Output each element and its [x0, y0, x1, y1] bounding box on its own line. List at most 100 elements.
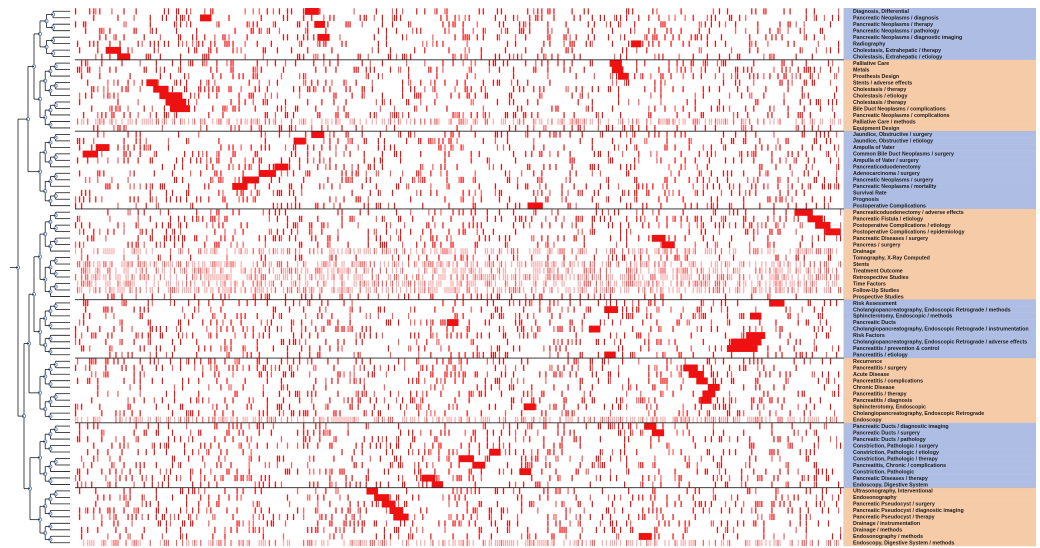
heatmap-cell	[527, 312, 529, 320]
heatmap-cell	[381, 118, 384, 125]
heatmap-cell	[745, 280, 747, 287]
heatmap-cell	[450, 144, 452, 151]
heatmap-cell	[619, 274, 622, 281]
heatmap-cell	[286, 287, 289, 294]
heatmap-cell	[803, 189, 805, 196]
heatmap-cell	[553, 274, 555, 281]
heatmap-cell	[383, 137, 386, 145]
heatmap-cell	[367, 248, 369, 255]
heatmap-cell	[125, 86, 127, 93]
heatmap-cell	[539, 150, 541, 158]
heatmap-cell	[177, 287, 180, 294]
heatmap-cell	[464, 118, 466, 125]
heatmap-cell	[761, 274, 763, 281]
heatmap-cell	[240, 118, 242, 125]
heatmap-cell	[280, 267, 283, 274]
heatmap-cell	[817, 267, 819, 274]
heatmap-cell	[462, 189, 464, 196]
heatmap-cell	[133, 27, 135, 34]
heatmap-cell	[684, 131, 686, 138]
heatmap-cell	[256, 261, 258, 268]
heatmap-cell	[694, 248, 696, 255]
heatmap-cell	[202, 118, 204, 125]
heatmap-cell	[246, 248, 248, 255]
heatmap-cell	[525, 21, 527, 28]
heatmap-cell	[593, 150, 595, 158]
heatmap-cell	[331, 118, 333, 125]
heatmap-cell	[228, 287, 230, 294]
heatmap-cell	[410, 332, 412, 339]
heatmap-cell	[617, 92, 620, 99]
heatmap-cell	[109, 248, 111, 255]
heatmap-cell	[200, 274, 202, 281]
heatmap-cell	[609, 261, 612, 268]
heatmap-hotspot	[242, 176, 260, 184]
heatmap-cell	[123, 8, 125, 15]
heatmap-cell	[593, 293, 595, 300]
heatmap-cell	[712, 8, 715, 15]
heatmap-cell	[303, 73, 305, 80]
heatmap-cell	[420, 27, 422, 34]
heatmap-cell	[442, 299, 444, 307]
heatmap-cell	[684, 118, 686, 125]
heatmap-cell	[416, 27, 418, 34]
heatmap-cell	[149, 144, 151, 151]
heatmap-cell	[769, 196, 771, 203]
heatmap-cell	[640, 267, 642, 274]
heatmap-cell	[186, 287, 188, 294]
heatmap-cell	[825, 319, 828, 326]
heatmap-cell	[428, 222, 430, 229]
heatmap-cell	[301, 325, 303, 333]
heatmap-hotspot	[317, 33, 330, 41]
heatmap-cell	[605, 248, 608, 255]
heatmap-cell	[829, 196, 832, 203]
heatmap-cell	[815, 99, 817, 106]
heatmap-cell	[226, 274, 228, 281]
heatmap-cell	[85, 21, 87, 28]
heatmap-cell	[662, 248, 664, 255]
heatmap-cell	[605, 287, 608, 294]
heatmap-cell	[252, 293, 254, 300]
heatmap-cell	[787, 137, 789, 145]
heatmap-cell	[359, 280, 361, 287]
heatmap-cell	[694, 280, 696, 287]
heatmap-cell	[389, 319, 392, 326]
heatmap-cell	[680, 27, 682, 34]
heatmap-cell	[785, 73, 787, 80]
heatmap-cell	[442, 40, 444, 47]
heatmap-cell	[464, 79, 466, 86]
heatmap-cell	[662, 274, 664, 281]
heatmap-cell	[674, 215, 676, 222]
heatmap-cell	[325, 338, 327, 346]
heatmap-cell	[835, 235, 838, 242]
heatmap-cell	[153, 261, 155, 268]
heatmap-cell	[537, 325, 539, 333]
heatmap-cell	[424, 86, 426, 93]
heatmap-cell	[801, 183, 803, 190]
heatmap-cell	[517, 254, 519, 261]
heatmap-cell	[698, 280, 700, 287]
heatmap-cell	[466, 254, 468, 261]
heatmap-cell	[87, 274, 89, 281]
heatmap-cell	[597, 150, 599, 158]
heatmap-cell	[190, 202, 192, 209]
heatmap-cell	[706, 60, 708, 67]
heatmap-cell	[775, 144, 777, 151]
heatmap-cell	[714, 267, 717, 274]
heatmap-cell	[815, 176, 817, 184]
heatmap-cell	[208, 79, 210, 86]
heatmap-cell	[789, 280, 791, 287]
heatmap-cell	[218, 287, 220, 294]
heatmap-cell	[432, 280, 434, 287]
heatmap-cell	[708, 274, 710, 281]
heatmap-cell	[634, 27, 636, 34]
heatmap-cell	[198, 248, 200, 255]
heatmap-cell	[192, 267, 194, 274]
heatmap-cell	[535, 319, 537, 326]
heatmap-cell	[565, 176, 567, 184]
heatmap-cell	[500, 131, 503, 138]
heatmap-cell	[735, 66, 737, 73]
heatmap-cell	[494, 215, 497, 222]
heatmap-cell	[531, 215, 533, 222]
heatmap-cell	[430, 319, 432, 326]
